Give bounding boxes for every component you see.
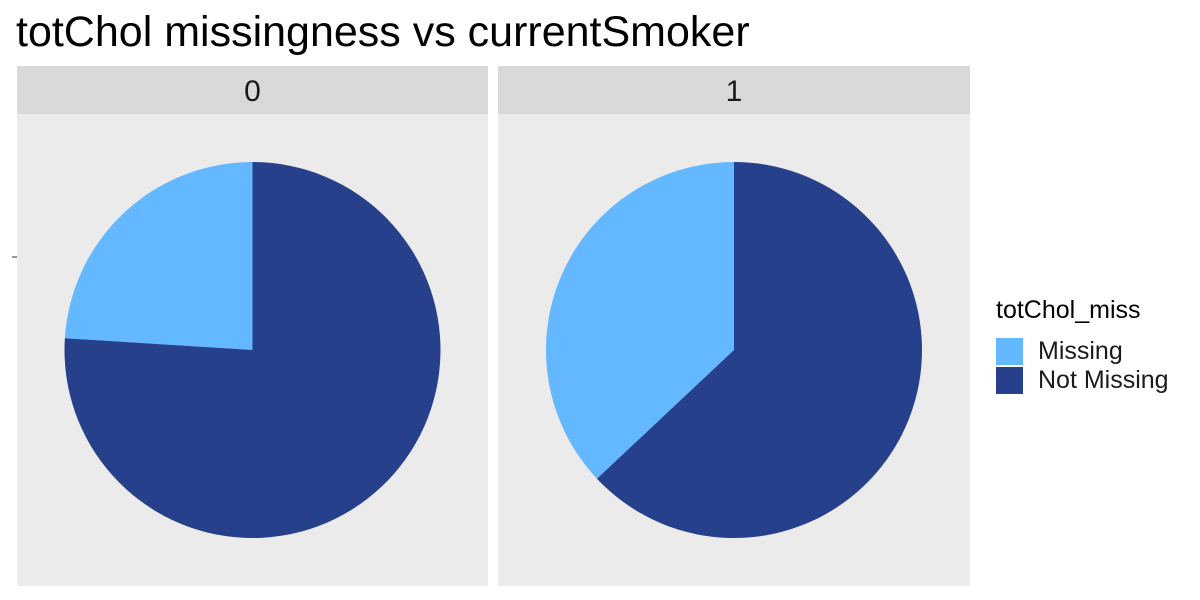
pie-0 bbox=[64, 162, 441, 538]
legend-label-missing: Missing bbox=[1038, 337, 1123, 365]
legend-item-missing: Missing bbox=[996, 337, 1169, 366]
legend-title: totChol_miss bbox=[996, 296, 1141, 324]
pie-1 bbox=[546, 162, 923, 538]
legend-key-not-missing bbox=[996, 367, 1023, 394]
legend-label-not-missing: Not Missing bbox=[1038, 366, 1169, 394]
chart-title: totChol missingness vs currentSmoker bbox=[16, 8, 750, 56]
pie-slice-1-not-missing bbox=[596, 162, 923, 538]
strip-label-1: 1 bbox=[726, 75, 743, 108]
pie-slice-0-missing bbox=[64, 162, 253, 350]
strip-label-0: 0 bbox=[244, 75, 261, 108]
pie-slice-0-not-missing bbox=[64, 162, 441, 538]
facet-panel-1: 1 bbox=[498, 66, 970, 586]
pie-slice-1-missing bbox=[546, 162, 734, 479]
strip-background-1 bbox=[498, 66, 970, 114]
legend: totChol_miss Missing Not Missing bbox=[996, 296, 1169, 395]
legend-key-missing bbox=[996, 338, 1023, 365]
strip-background-0 bbox=[17, 66, 488, 114]
legend-item-not-missing: Not Missing bbox=[996, 366, 1169, 395]
facet-panel-0: 0 bbox=[17, 66, 488, 586]
